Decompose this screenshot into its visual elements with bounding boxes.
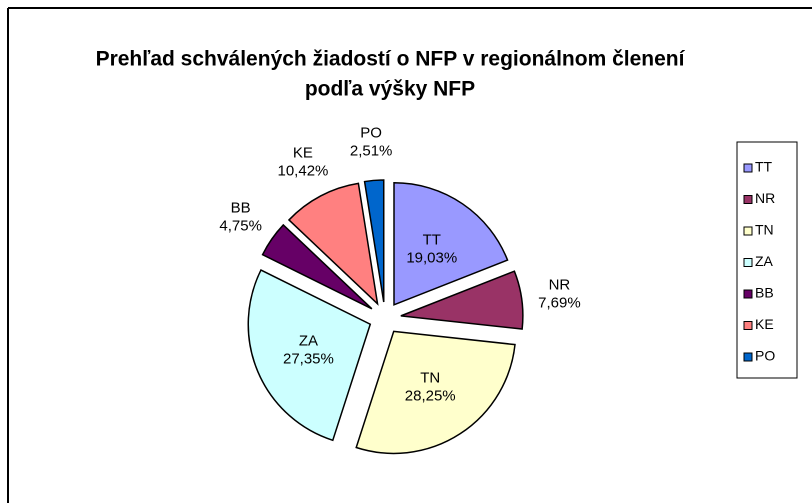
legend-label: KE: [755, 316, 774, 332]
legend-swatch: [743, 258, 753, 267]
slice-label: BB: [231, 199, 251, 216]
legend-swatch: [743, 352, 753, 362]
pie-slice: [261, 223, 373, 310]
pie-slice: [400, 270, 524, 330]
legend-swatch: [743, 289, 753, 299]
slice-value-label: 7,69%: [538, 295, 581, 312]
legend-label: BB: [755, 285, 774, 301]
pie-slice: [287, 182, 379, 306]
pie-slice: [355, 330, 516, 455]
slice-value-label: 28,25%: [405, 388, 456, 405]
slice-label: PO: [360, 125, 382, 142]
slice-label: KE: [293, 144, 313, 161]
legend-label: PO: [755, 348, 775, 364]
chart-title: podľa výšky NFP: [305, 78, 475, 101]
legend-label: NR: [755, 190, 775, 206]
slice-value-label: 27,35%: [283, 350, 334, 367]
slice-label: TT: [423, 231, 441, 248]
pie-slice: [363, 179, 385, 303]
chart-title: Prehľad schválených žiadostí o NFP v reg…: [96, 48, 686, 71]
legend-swatch: [743, 321, 753, 330]
legend-label: ZA: [755, 253, 774, 269]
slice-label: TN: [420, 370, 440, 387]
slice-value-label: 4,75%: [219, 217, 262, 234]
legend-label: TN: [755, 222, 774, 238]
slice-value-label: 10,42%: [278, 162, 329, 179]
legend-swatch: [743, 195, 753, 204]
slice-label: NR: [549, 277, 571, 294]
slice-value-label: 19,03%: [406, 249, 457, 266]
pie-slice: [247, 269, 372, 442]
pie-slice: [393, 182, 509, 306]
legend-swatch: [743, 163, 753, 173]
slice-label: ZA: [299, 332, 318, 349]
legend-swatch: [743, 226, 753, 236]
legend-label: TT: [755, 159, 773, 175]
slice-value-label: 2,51%: [350, 143, 393, 160]
